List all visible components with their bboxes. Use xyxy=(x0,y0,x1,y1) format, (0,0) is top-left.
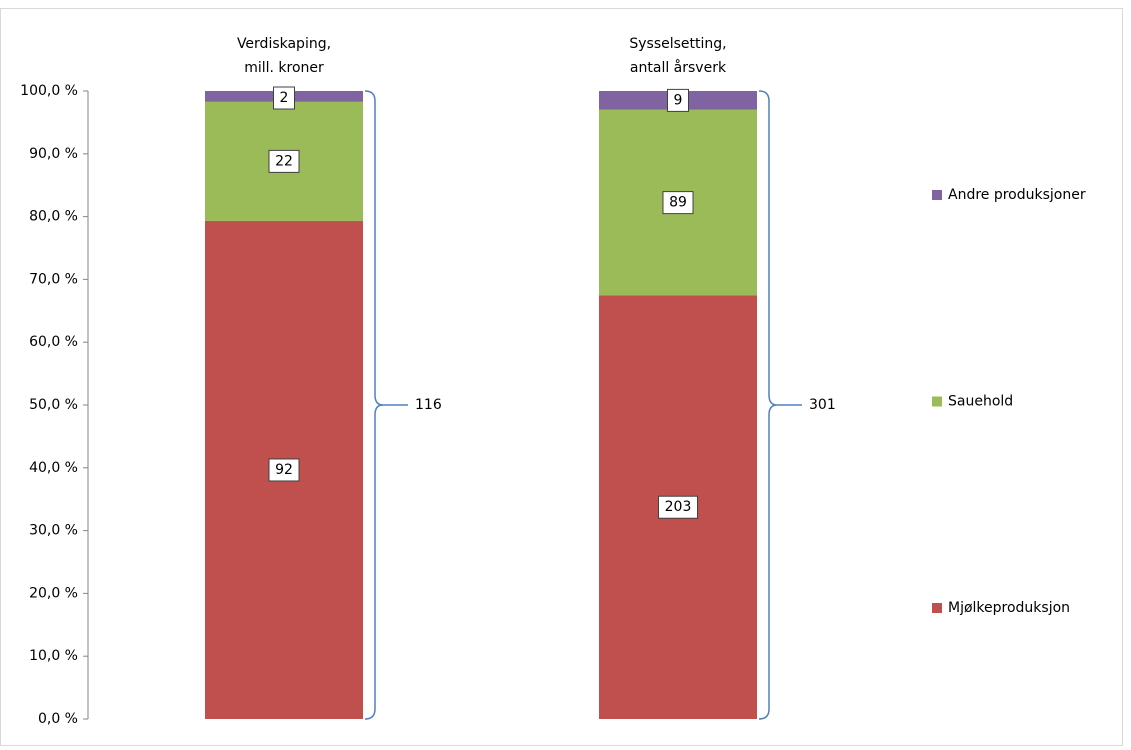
data-label-box xyxy=(662,191,694,215)
total-label: 116 xyxy=(415,397,442,413)
y-tick-label: 50,0 % xyxy=(29,397,78,413)
total-brace xyxy=(364,90,408,720)
y-tick-label: 60,0 % xyxy=(29,334,78,350)
legend-label: Mjølkeproduksjon xyxy=(948,600,1070,616)
data-label-box xyxy=(268,149,300,173)
y-tick-label: 100,0 % xyxy=(20,83,78,99)
x-tick-label: Verdiskaping, xyxy=(237,36,331,52)
y-tick-label: 40,0 % xyxy=(29,460,78,476)
y-tick-label: 70,0 % xyxy=(29,271,78,287)
chart-frame xyxy=(0,8,1123,746)
legend-marker xyxy=(932,603,942,613)
y-tick-label: 30,0 % xyxy=(29,523,78,539)
data-label: 203 xyxy=(665,499,692,515)
x-tick-label: antall årsverk xyxy=(630,59,727,76)
legend-label: Andre produksjoner xyxy=(948,187,1086,203)
data-label: 9 xyxy=(674,92,683,108)
data-label-box xyxy=(273,86,295,110)
data-label: 92 xyxy=(275,462,293,478)
legend-label: Sauehold xyxy=(948,394,1013,410)
data-label-box xyxy=(268,458,300,482)
total-brace xyxy=(758,90,802,720)
x-tick-label: mill. kroner xyxy=(244,60,324,76)
total-label: 301 xyxy=(809,397,836,413)
x-tick-label: Sysselsetting, xyxy=(629,36,726,52)
data-label: 22 xyxy=(275,153,293,169)
y-tick-label: 20,0 % xyxy=(29,585,78,601)
y-tick-label: 80,0 % xyxy=(29,209,78,225)
data-label-box xyxy=(658,495,698,519)
data-label: 2 xyxy=(280,90,289,106)
legend-marker xyxy=(932,396,942,407)
y-tick-label: 90,0 % xyxy=(29,146,78,162)
legend-marker xyxy=(932,190,942,200)
y-tick-label: 10,0 % xyxy=(29,648,78,664)
data-label: 89 xyxy=(669,195,687,211)
y-tick-label: 0,0 % xyxy=(38,711,78,727)
data-label-box xyxy=(667,88,689,112)
